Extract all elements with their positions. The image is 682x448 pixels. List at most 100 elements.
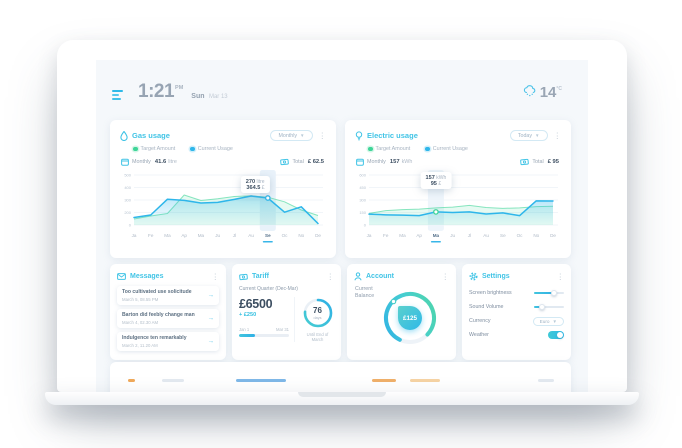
more-menu-icon[interactable]: ⋮ <box>211 272 220 281</box>
message-date: March 2, 11.20 AM <box>122 342 158 348</box>
balance-value: £125 <box>402 314 417 322</box>
svg-text:0: 0 <box>364 222 367 227</box>
ring-caption: Until End of March <box>306 332 329 342</box>
more-menu-icon[interactable]: ⋮ <box>553 131 562 140</box>
cash-icon <box>280 158 290 166</box>
svg-text:150: 150 <box>359 210 366 215</box>
open-message-arrow-icon[interactable]: → <box>207 314 215 322</box>
account-panel: Account ⋮ Current Balance £125 <box>347 264 456 360</box>
svg-text:De: De <box>550 233 556 238</box>
message-list-item[interactable]: Indulgence ten remarkably March 2, 11.20… <box>117 332 219 351</box>
tariff-amount: £6500 <box>239 297 273 311</box>
target-amount-dot <box>133 146 138 152</box>
date-text: Mar 13 <box>208 94 228 100</box>
panel-title: Tariff <box>252 273 269 280</box>
cash-icon <box>239 273 248 281</box>
electric-usage-panel: Electric usage Today ▼ ⋮ Target Amount Cu… <box>345 120 571 258</box>
electric-period-dropdown[interactable]: Today ▼ <box>509 130 548 141</box>
chevron-down-icon: ▼ <box>535 133 540 138</box>
days-remaining-ring: 76 days <box>302 297 334 329</box>
open-message-arrow-icon[interactable]: → <box>207 291 215 299</box>
cutoff-card <box>110 362 571 392</box>
tariff-delta: + £250 <box>239 312 257 318</box>
chart-legend: Target Amount Current Usage <box>133 146 326 152</box>
lightbulb-icon <box>355 130 363 141</box>
svg-text:Se: Se <box>500 233 506 238</box>
svg-text:Oc: Oc <box>517 233 524 238</box>
calendar-icon <box>121 158 129 166</box>
message-list-item[interactable]: Barton did feebly change man March 4, 02… <box>117 309 219 328</box>
message-title: Indulgence ten remarkably <box>122 335 187 341</box>
svg-text:400: 400 <box>124 185 131 190</box>
calendar-icon <box>356 158 364 166</box>
currency-dropdown[interactable]: Euro ▼ <box>532 316 564 326</box>
svg-text:300: 300 <box>124 197 131 202</box>
laptop-base-notch <box>298 392 386 397</box>
more-menu-icon[interactable]: ⋮ <box>441 272 450 281</box>
svg-text:No: No <box>298 233 304 238</box>
envelope-icon <box>117 273 126 280</box>
days-remaining-value: 76 <box>313 305 322 315</box>
panel-title: Settings <box>482 273 510 280</box>
open-message-arrow-icon[interactable]: → <box>207 337 215 345</box>
svg-text:Ju: Ju <box>450 233 455 238</box>
svg-text:Jl: Jl <box>233 233 236 238</box>
panel-title: Electric usage <box>367 131 418 140</box>
tariff-date-range: Jan 1 Mar 31 <box>239 327 289 332</box>
usage-summary: Monthly 157 kWh Total £ 95 <box>356 158 561 166</box>
svg-text:Ma: Ma <box>198 233 205 238</box>
more-menu-icon[interactable]: ⋮ <box>326 272 335 281</box>
user-icon <box>354 272 362 281</box>
gear-icon <box>469 272 478 281</box>
brightness-label: Screen brightness <box>469 290 512 296</box>
panel-title: Messages <box>130 273 164 280</box>
svg-text:Ap: Ap <box>416 233 422 238</box>
time-text: 1:21 <box>138 81 175 102</box>
svg-text:200: 200 <box>124 210 131 215</box>
target-amount-dot <box>368 146 373 152</box>
chart-legend: Target Amount Current Usage <box>368 146 561 152</box>
svg-text:300: 300 <box>359 197 366 202</box>
slider-knob[interactable] <box>550 290 557 296</box>
laptop-base <box>45 392 639 405</box>
day-text: Sun <box>191 93 205 100</box>
cutoff-row <box>110 362 571 392</box>
dashboard-screen: 1:21 PM Sun Mar 13 <box>96 60 588 392</box>
svg-text:500: 500 <box>124 172 131 177</box>
current-usage-dot <box>190 146 195 152</box>
svg-text:Fe: Fe <box>148 233 154 238</box>
cash-icon <box>520 158 530 166</box>
more-menu-icon[interactable]: ⋮ <box>556 272 565 281</box>
svg-text:Ap: Ap <box>181 233 187 238</box>
chevron-down-icon: ▼ <box>552 318 557 324</box>
slider-knob[interactable] <box>539 304 546 310</box>
hamburger-menu-icon[interactable] <box>112 90 123 102</box>
electric-chart-tooltip: 157 kWh 95 £ <box>420 172 452 189</box>
message-list-item[interactable]: Too cultivated use solicitude March 5, 0… <box>117 286 219 305</box>
temperature-unit: °C <box>556 86 562 92</box>
current-balance-label: Current Balance <box>355 286 375 299</box>
gas-usage-panel: Gas usage Monthly ▼ ⋮ Target Amount Curre… <box>110 120 336 258</box>
weather-toggle-label: Weather <box>469 332 489 338</box>
electric-usage-chart[interactable]: 600 450 300 150 0 Ja Fe Ma Ap Ma Ju Jl Au Se Oc No De <box>355 169 561 251</box>
usage-summary: Monthly 41.6 litre Total £ 62.5 <box>121 158 326 166</box>
panel-title: Gas usage <box>132 131 170 140</box>
tariff-subtitle: Current Quarter (Dec-Mar) <box>239 286 298 292</box>
volume-slider[interactable] <box>534 303 564 311</box>
brightness-slider[interactable] <box>534 289 564 297</box>
dashboard-header: 1:21 PM Sun Mar 13 <box>112 82 562 116</box>
weather-toggle[interactable] <box>548 330 564 340</box>
weather-widget: 14 °C <box>523 85 562 100</box>
svg-text:Au: Au <box>483 233 489 238</box>
gas-chart-tooltip: 270 litre 364.5 £ <box>240 176 270 193</box>
gas-period-dropdown[interactable]: Monthly ▼ <box>270 130 313 141</box>
svg-text:No: No <box>533 233 539 238</box>
volume-label: Sound Volume <box>469 304 504 310</box>
gas-usage-chart[interactable]: 500 400 300 200 0 Ja Fe Ma Ap Ma Ju Jl Au Se Oc No De <box>120 169 326 251</box>
days-remaining-unit: days <box>313 315 322 320</box>
message-title: Barton did feebly change man <box>122 312 195 318</box>
svg-text:Fe: Fe <box>383 233 389 238</box>
more-menu-icon[interactable]: ⋮ <box>318 131 327 140</box>
balance-badge: £125 <box>398 306 422 330</box>
